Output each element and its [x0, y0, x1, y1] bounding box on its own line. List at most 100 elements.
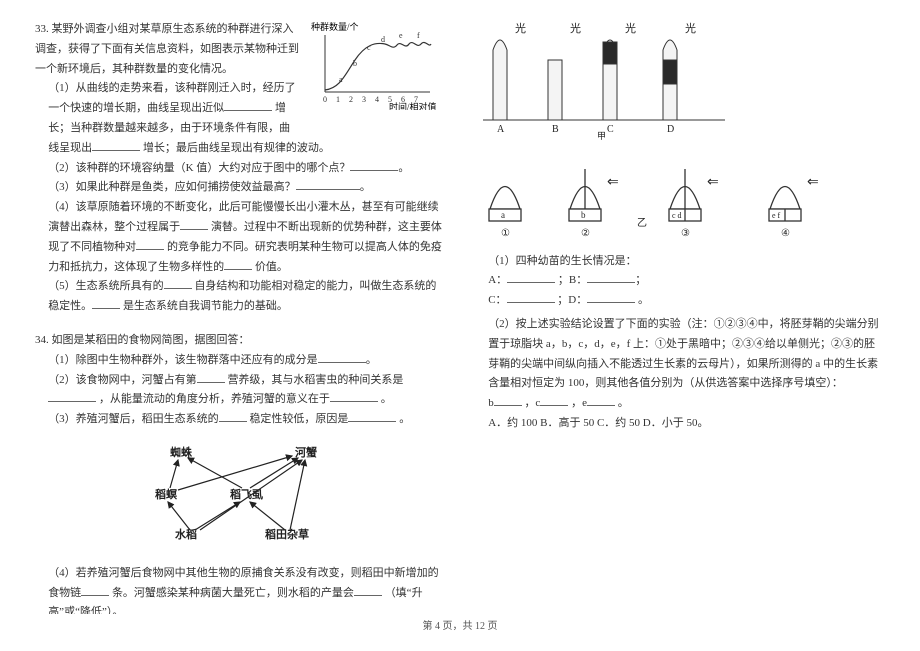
svg-text:3: 3 — [362, 95, 366, 104]
svg-text:光: 光 — [570, 21, 581, 35]
blank[interactable] — [136, 239, 164, 250]
q33-num: 33. — [35, 23, 49, 35]
blank[interactable] — [540, 395, 568, 406]
q33-lead: 某野外调查小组对某草原生态系统的种群进行深入调查，获得了下面有关信息资料，如图表… — [35, 23, 299, 75]
q34-p2: （2）该食物网中，河蟹占有第 — [48, 374, 197, 386]
svg-text:b: b — [581, 210, 586, 220]
svg-text:c: c — [367, 43, 371, 52]
period: 。 — [638, 294, 649, 306]
svg-text:甲: 甲 — [597, 131, 606, 140]
blank[interactable] — [587, 395, 615, 406]
svg-text:蜘蛛: 蜘蛛 — [170, 445, 193, 459]
q35-p1: （1）四种幼苗的生长情况是： — [488, 252, 885, 272]
svg-text:稻飞虱: 稻飞虱 — [230, 487, 263, 501]
q33-p5: （5）生态系统所具有的 — [48, 280, 164, 292]
q35-p2: （2）按上述实验结论设置了下面的实验（注：①②③④中，将胚芽鞘的尖端分别置于琼脂… — [488, 318, 879, 389]
q33-p1c: 增长；最后曲线呈现出有规律的波动。 — [143, 142, 330, 154]
blank[interactable] — [92, 298, 120, 309]
blank[interactable] — [48, 391, 96, 402]
svg-text:光: 光 — [515, 21, 526, 35]
blank[interactable] — [296, 179, 360, 190]
svg-text:e: e — [399, 31, 403, 40]
period: 。 — [398, 162, 409, 174]
svg-text:②: ② — [581, 228, 590, 239]
blank[interactable] — [81, 585, 109, 596]
blank[interactable] — [587, 292, 635, 303]
q33-p2: （2）该种群的环境容纳量（K 值）大约对应于图中的哪个点？ — [48, 162, 350, 174]
q33-p5c: 是生态系统自我调节能力的基础。 — [123, 300, 288, 312]
food-web-diagram: 蜘蛛 河蟹 稻螟 稻飞虱 水稻 稻田杂草 — [35, 438, 445, 556]
svg-text:f: f — [417, 31, 420, 40]
svg-text:河蟹: 河蟹 — [295, 445, 317, 459]
q34-num: 34. — [35, 334, 49, 346]
blank[interactable] — [219, 411, 247, 422]
svg-text:①: ① — [501, 228, 510, 239]
blank[interactable] — [224, 100, 272, 111]
q33-p3: （3）如果此种群是鱼类，应如何捕捞使效益最高？ — [48, 181, 296, 193]
svg-text:d: d — [381, 35, 385, 44]
svg-text:光: 光 — [685, 21, 696, 35]
blank[interactable] — [224, 259, 252, 270]
lb-c: ，c — [524, 397, 540, 409]
svg-text:C: C — [607, 124, 614, 135]
lb-e: ，e — [571, 397, 587, 409]
period: 。 — [360, 181, 371, 193]
svg-text:0: 0 — [323, 95, 327, 104]
svg-text:水稻: 水稻 — [175, 527, 197, 541]
page-footer: 第 4 页，共 12 页 — [35, 614, 885, 636]
q34-p3b: 稳定性较低，原因是 — [249, 413, 348, 425]
ylabel: 种群数量/个 — [311, 21, 359, 32]
svg-text:1: 1 — [336, 95, 340, 104]
svg-text:B: B — [552, 124, 559, 135]
semi: ； — [635, 274, 646, 286]
period: 。 — [381, 393, 392, 405]
q34-lead: 如图是某稻田的食物网简图，据图回答： — [52, 334, 250, 346]
blank[interactable] — [92, 140, 140, 151]
q33-chart: 种群数量/个 a b c d e f — [305, 20, 445, 118]
svg-text:光: 光 — [625, 21, 636, 35]
blank[interactable] — [494, 395, 522, 406]
q33-p4d: 价值。 — [255, 261, 288, 273]
svg-text:e f: e f — [772, 211, 781, 220]
svg-text:A: A — [497, 124, 505, 135]
blank[interactable] — [507, 272, 555, 283]
q34-p2b: 营养级，其与水稻害虫的种间关系是 — [227, 374, 403, 386]
svg-text:④: ④ — [781, 228, 790, 239]
svg-text:稻螟: 稻螟 — [155, 487, 177, 501]
blank[interactable] — [330, 391, 378, 402]
blank[interactable] — [164, 278, 192, 289]
period: 。 — [618, 397, 629, 409]
blank[interactable] — [318, 352, 366, 363]
period: 。 — [366, 354, 377, 366]
q34-p1: （1）除图中生物种群外，该生物群落中还应有的成分是 — [48, 354, 318, 366]
q35-options: A．约 100 B．高于 50 C．约 50 D．小于 50。 — [488, 414, 885, 434]
label-D: ；D： — [557, 294, 587, 306]
svg-text:c d: c d — [672, 211, 682, 220]
period: 。 — [399, 413, 410, 425]
svg-text:a: a — [501, 210, 505, 220]
blank[interactable] — [350, 160, 398, 171]
q34-p4b: 条。河蟹感染某种病菌大量死亡，则水稻的产量会 — [112, 587, 354, 599]
blank[interactable] — [197, 372, 225, 383]
blank[interactable] — [587, 272, 635, 283]
svg-text:乙: 乙 — [637, 217, 647, 229]
svg-text:b: b — [353, 59, 357, 68]
q35-diagram-bottom: a b c d e f ⇐⇐⇐ ①②③④ 乙 — [475, 154, 885, 252]
svg-text:a: a — [339, 75, 343, 84]
svg-text:⇐: ⇐ — [807, 175, 819, 190]
q34-p3: （3）养殖河蟹后，稻田生态系统的 — [48, 413, 219, 425]
q34-p2c: ，从能量流动的角度分析，养殖河蟹的意义在于 — [99, 393, 330, 405]
blank[interactable] — [180, 219, 208, 230]
blank[interactable] — [348, 411, 396, 422]
label-C: C： — [488, 294, 506, 306]
svg-text:2: 2 — [349, 95, 353, 104]
q35-diagram-top: 光 光 光 光 A B C D 甲 — [475, 20, 885, 148]
svg-text:D: D — [667, 124, 674, 135]
label-B: ；B： — [558, 274, 587, 286]
svg-text:4: 4 — [375, 95, 379, 104]
svg-text:③: ③ — [681, 228, 690, 239]
blank[interactable] — [354, 585, 382, 596]
blank[interactable] — [507, 292, 555, 303]
svg-text:稻田杂草: 稻田杂草 — [265, 527, 309, 541]
label-A: A： — [488, 274, 507, 286]
